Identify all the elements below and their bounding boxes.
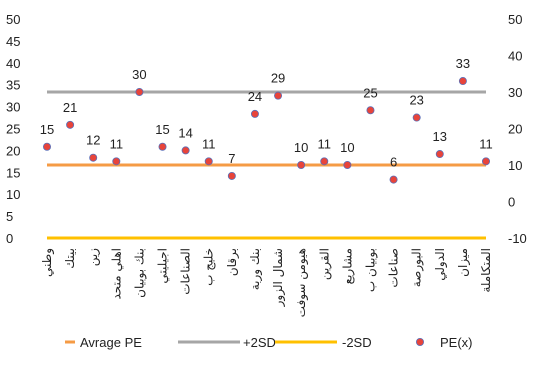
pe-data-labels: 15 21 12 11 30 15 14 11 7 24 29 10 11 10 25 6 23 13 33 11 xyxy=(40,56,493,170)
category-label: برقان xyxy=(225,248,240,276)
left-tick-label: 50 xyxy=(6,12,20,27)
category-label: بنك وربة xyxy=(248,248,263,290)
legend-label: Avrage PE xyxy=(80,335,142,350)
legend-swatch xyxy=(415,337,424,346)
category-label: اجيليتي xyxy=(156,248,170,284)
pe-data-label: 6 xyxy=(390,155,397,170)
pe-data-label: 14 xyxy=(178,125,192,140)
category-label: بنك بوبيان xyxy=(132,248,147,298)
pe-data-label: 24 xyxy=(248,89,262,104)
pe-data-label: 11 xyxy=(318,136,332,151)
category-label: البورصة xyxy=(410,248,425,287)
category-label: بيتك xyxy=(63,248,77,269)
right-tick-label: 10 xyxy=(508,158,522,173)
pe-point xyxy=(435,150,444,159)
category-label: المتكاملة xyxy=(479,248,493,293)
pe-point xyxy=(412,113,421,122)
right-tick-label: 0 xyxy=(508,195,515,210)
pe-data-label: 30 xyxy=(132,67,146,82)
pe-data-label: 12 xyxy=(86,133,100,148)
left-tick-label: 45 xyxy=(6,34,20,49)
right-tick-label: 20 xyxy=(508,122,522,137)
pe-data-label: 11 xyxy=(110,136,124,151)
right-tick-label: -10 xyxy=(508,231,527,246)
category-label: بوبيان ب xyxy=(363,248,378,292)
right-tick-label: 30 xyxy=(508,85,522,100)
pe-data-label: 33 xyxy=(456,56,470,71)
left-tick-label: 15 xyxy=(6,165,20,180)
legend-label: -2SD xyxy=(342,335,372,350)
pe-points xyxy=(43,77,490,184)
left-tick-label: 40 xyxy=(6,56,20,71)
pe-data-label: 15 xyxy=(40,122,54,137)
pe-point xyxy=(227,171,236,180)
pe-data-label: 21 xyxy=(63,100,77,115)
category-label: خليج ب xyxy=(202,248,216,286)
right-tick-label: 50 xyxy=(508,12,522,27)
pe-point xyxy=(89,153,98,162)
pe-point xyxy=(181,146,190,155)
pe-data-label: 25 xyxy=(363,85,377,100)
pe-data-label: 23 xyxy=(409,93,423,108)
pe-data-label: 13 xyxy=(433,129,447,144)
category-label: شمال الزور xyxy=(271,248,286,307)
left-tick-label: 30 xyxy=(6,100,20,115)
pe-data-label: 15 xyxy=(155,122,169,137)
legend: Avrage PE +2SD -2SD PE(x) xyxy=(65,335,473,350)
pe-data-label: 10 xyxy=(340,140,354,155)
pe-point xyxy=(274,91,283,100)
pe-data-label: 10 xyxy=(294,140,308,155)
pe-point xyxy=(250,109,259,118)
left-tick-label: 5 xyxy=(6,209,13,224)
right-axis-ticks: -10 0 10 20 30 40 50 xyxy=(508,12,527,246)
legend-label: +2SD xyxy=(243,335,276,350)
reference-lines xyxy=(47,90,486,240)
pe-point xyxy=(204,157,213,166)
pe-data-label: 7 xyxy=(228,151,235,166)
pe-data-label: 11 xyxy=(479,136,493,151)
category-label: صناعات xyxy=(387,248,401,288)
category-label: وطني xyxy=(40,248,55,277)
left-tick-label: 25 xyxy=(6,122,20,137)
left-tick-label: 0 xyxy=(6,231,13,246)
pe-point xyxy=(320,157,329,166)
left-tick-label: 20 xyxy=(6,143,20,158)
category-label: هيومن سوفت xyxy=(294,248,309,317)
pe-point xyxy=(297,160,306,169)
pe-point xyxy=(135,88,144,97)
left-axis-ticks: 0 5 10 15 20 25 30 35 40 45 50 xyxy=(6,12,20,246)
pe-data-label: 11 xyxy=(202,136,216,151)
right-tick-label: 40 xyxy=(508,49,522,64)
left-tick-label: 10 xyxy=(6,187,20,202)
category-label: الدولي xyxy=(433,248,448,281)
category-label: ميزان xyxy=(456,248,471,277)
pe-data-label: 29 xyxy=(271,71,285,86)
pe-point xyxy=(343,160,352,169)
pe-point xyxy=(158,142,167,151)
left-tick-label: 35 xyxy=(6,78,20,93)
category-label: الصناعات xyxy=(179,248,193,295)
pe-point xyxy=(458,77,467,86)
pe-point xyxy=(43,142,52,151)
category-label: القرين xyxy=(317,248,332,280)
pe-point xyxy=(112,157,121,166)
category-label: اهلي متحد xyxy=(109,248,123,300)
category-labels: وطني بيتك زين اهلي متحد بنك بوبيان اجيليتي الص… xyxy=(40,248,493,318)
pe-point xyxy=(481,157,490,166)
pe-point xyxy=(66,120,75,129)
category-label: مشاريع xyxy=(340,248,355,284)
legend-label: PE(x) xyxy=(440,335,473,350)
category-label: زين xyxy=(86,248,101,266)
pe-point xyxy=(366,106,375,115)
pe-point xyxy=(389,175,398,184)
